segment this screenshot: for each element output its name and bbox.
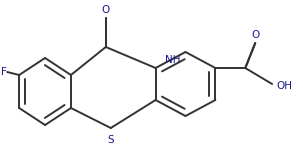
Text: S: S xyxy=(108,135,114,145)
Text: F: F xyxy=(1,67,7,77)
Text: NH: NH xyxy=(165,55,180,65)
Text: O: O xyxy=(102,5,110,15)
Text: OH: OH xyxy=(276,81,292,91)
Text: O: O xyxy=(251,30,259,40)
